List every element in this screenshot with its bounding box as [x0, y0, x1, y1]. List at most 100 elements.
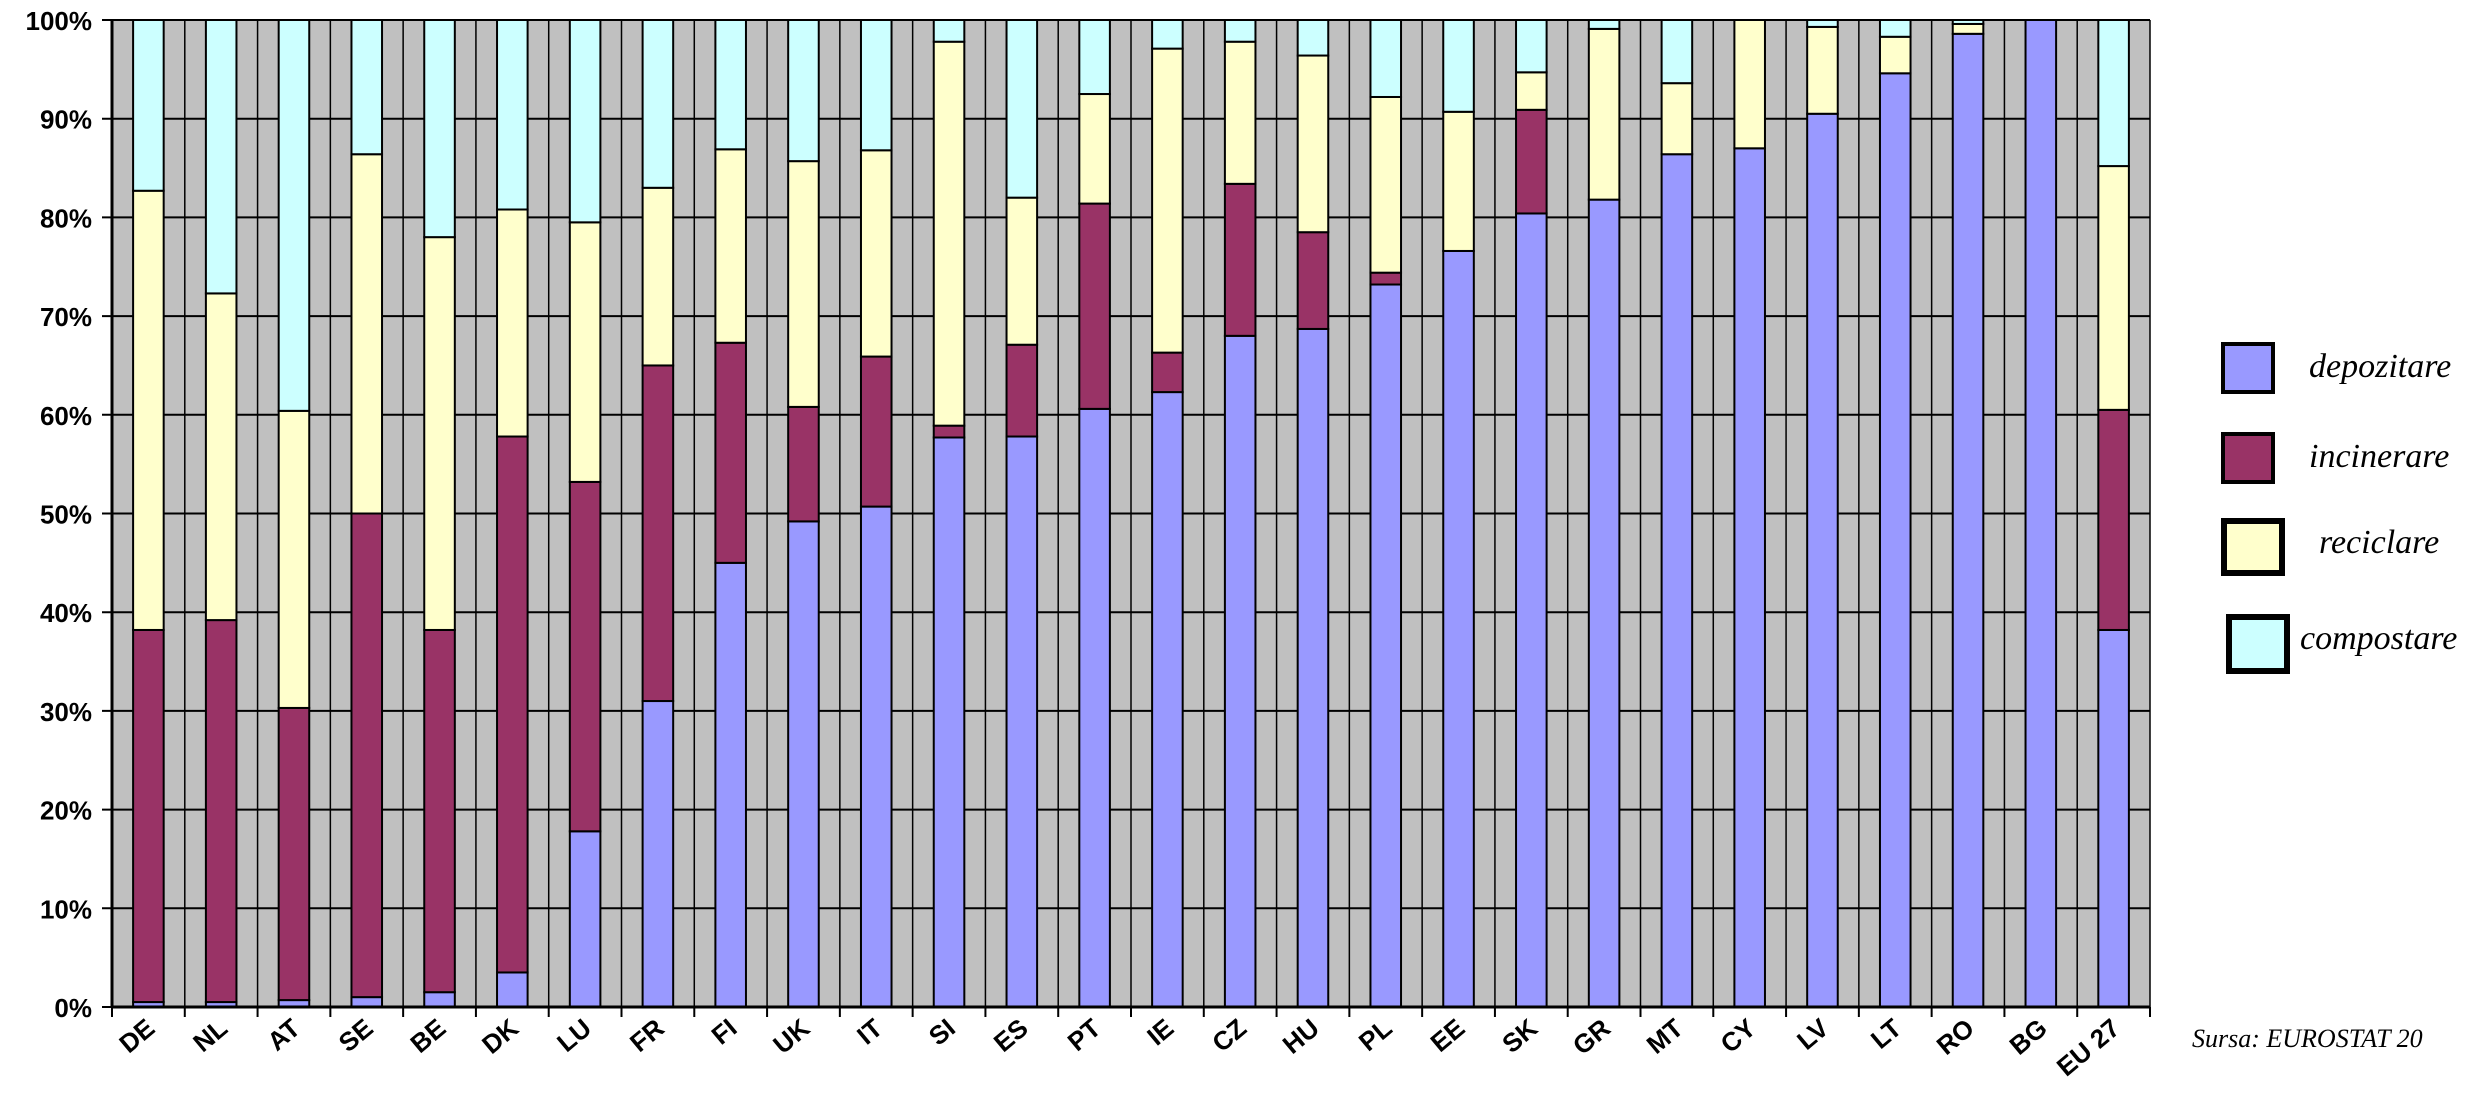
y-tick-label: 40% [40, 598, 92, 628]
bar-segment-incinerare-CZ [1223, 182, 1257, 337]
bar-segment-reciclare-FI [714, 148, 747, 344]
x-tick-label: ES [988, 1013, 1034, 1058]
x-tick-label: AT [261, 1013, 305, 1057]
bar-segment-compostare-IE [1151, 19, 1184, 50]
bar-segment-reciclare-IT [859, 149, 893, 358]
x-tick-label: SI [923, 1013, 961, 1052]
bar-segment-depozitare-PL [1369, 283, 1403, 1008]
y-tick-label: 10% [40, 894, 92, 924]
legend-swatch-incinerare [2221, 432, 2275, 484]
bar-segment-compostare-MT [1660, 19, 1694, 85]
x-tick-label: CZ [1206, 1013, 1252, 1058]
bar-segment-incinerare-SI [932, 424, 966, 439]
y-tick-label: 90% [40, 105, 92, 135]
bar-segment-reciclare-PT [1078, 93, 1111, 205]
bar-segment-incinerare-DE [132, 628, 165, 1004]
bar-segment-reciclare-CY [1733, 19, 1766, 150]
x-tick-label: EE [1425, 1013, 1471, 1058]
bar-segment-depozitare-IE [1151, 391, 1184, 1008]
bar-segment-compostare-IT [859, 19, 893, 152]
bar-segment-incinerare-DK [496, 435, 529, 974]
bar-segment-compostare-HU [1296, 19, 1330, 57]
x-tick-label: GR [1567, 1012, 1616, 1060]
x-tick-label: HU [1277, 1013, 1325, 1060]
y-tick-label: 30% [40, 697, 92, 727]
bar-segment-depozitare-SK [1515, 212, 1548, 1008]
x-tick-label: PT [1062, 1013, 1107, 1057]
y-tick-label: 0% [54, 993, 92, 1023]
bar-segment-reciclare-AT [277, 409, 311, 709]
bar-segment-reciclare-PL [1369, 95, 1403, 274]
bar-segment-depozitare-RO [1951, 32, 1985, 1009]
bar-segment-compostare-LV [1806, 19, 1839, 28]
bar-segment-incinerare-FR [641, 364, 675, 703]
legend-swatch-depozitare [2221, 342, 2275, 394]
legend-label-compostare: compostare [2300, 620, 2458, 657]
bar-segment-incinerare-BE [423, 628, 456, 994]
bar-segment-reciclare-FR [641, 186, 675, 367]
x-tick-label: EU 27 [2051, 1013, 2126, 1082]
x-tick-label: FR [624, 1012, 670, 1057]
bar-segment-reciclare-IE [1151, 47, 1184, 354]
y-tick-label: 50% [40, 500, 92, 530]
bar-segment-incinerare-AT [277, 706, 311, 1002]
bar-segment-compostare-SI [932, 19, 966, 43]
bar-segment-reciclare-HU [1296, 54, 1330, 234]
x-tick-label: RO [1931, 1013, 1980, 1061]
bar-segment-reciclare-BE [423, 236, 456, 631]
bar-segment-compostare-BE [423, 19, 456, 239]
x-tick-label: DK [476, 1012, 524, 1059]
bar-segment-compostare-LU [568, 19, 602, 224]
bar-segment-reciclare-ES [1005, 196, 1039, 346]
legend-label-depozitare: depozitare [2309, 348, 2452, 385]
bar-segment-incinerare-ES [1005, 343, 1039, 438]
bar-segment-compostare-SE [350, 19, 384, 156]
bar-segment-depozitare-UK [787, 520, 820, 1008]
bar-segment-reciclare-SE [350, 153, 384, 515]
bar-segment-reciclare-SI [932, 40, 966, 427]
bar-segment-reciclare-GR [1587, 27, 1621, 201]
x-tick-label: IT [851, 1013, 888, 1051]
bar-segment-depozitare-LV [1806, 112, 1839, 1008]
bar-segment-compostare-CZ [1223, 19, 1257, 43]
bar-segment-depozitare-PT [1078, 407, 1111, 1008]
bar-segment-compostare-LT [1878, 19, 1912, 38]
bar-segment-depozitare-FI [714, 561, 747, 1008]
bar-segment-depozitare-LU [568, 830, 602, 1009]
bar-segment-compostare-DK [496, 19, 529, 211]
bar-segment-reciclare-LU [568, 221, 602, 483]
bar-segment-reciclare-SK [1515, 71, 1548, 111]
bar-segment-incinerare-NL [204, 619, 238, 1004]
bar-segment-depozitare-IT [859, 505, 893, 1008]
bar-segment-reciclare-EU27 [2097, 165, 2130, 411]
bar-segment-incinerare-PL [1369, 271, 1403, 286]
bar-segment-depozitare-CZ [1223, 334, 1257, 1008]
bar-segment-reciclare-DK [496, 208, 529, 438]
x-tick-label: SE [333, 1013, 379, 1058]
bar-segment-incinerare-UK [787, 405, 820, 523]
x-tick-label: FI [706, 1013, 743, 1051]
y-tick-label: 80% [40, 203, 92, 233]
bar-segment-compostare-AT [277, 19, 311, 412]
y-tick-label: 70% [40, 302, 92, 332]
bar-segment-compostare-PT [1078, 19, 1111, 96]
bar-segment-reciclare-NL [204, 292, 238, 622]
bar-segment-compostare-GR [1587, 19, 1621, 30]
bar-segment-incinerare-EU27 [2097, 408, 2130, 631]
x-tick-label: SK [1496, 1012, 1543, 1058]
bar-segment-incinerare-SK [1515, 108, 1548, 215]
bar-segment-reciclare-LV [1806, 25, 1839, 115]
bar-segment-compostare-ES [1005, 19, 1039, 199]
bar-segment-compostare-PL [1369, 19, 1403, 98]
bar-segment-compostare-UK [787, 19, 820, 163]
x-tick-label: LU [551, 1013, 597, 1058]
x-tick-label: MT [1641, 1013, 1689, 1060]
bar-segment-compostare-FR [641, 19, 675, 189]
bar-segment-depozitare-BG [2024, 19, 2058, 1008]
bar-segment-incinerare-IE [1151, 351, 1184, 394]
bar-segment-incinerare-LU [568, 480, 602, 833]
bar-segment-depozitare-DK [496, 971, 529, 1009]
x-tick-label: PL [1353, 1013, 1398, 1057]
bar-segment-depozitare-BE [423, 991, 456, 1009]
